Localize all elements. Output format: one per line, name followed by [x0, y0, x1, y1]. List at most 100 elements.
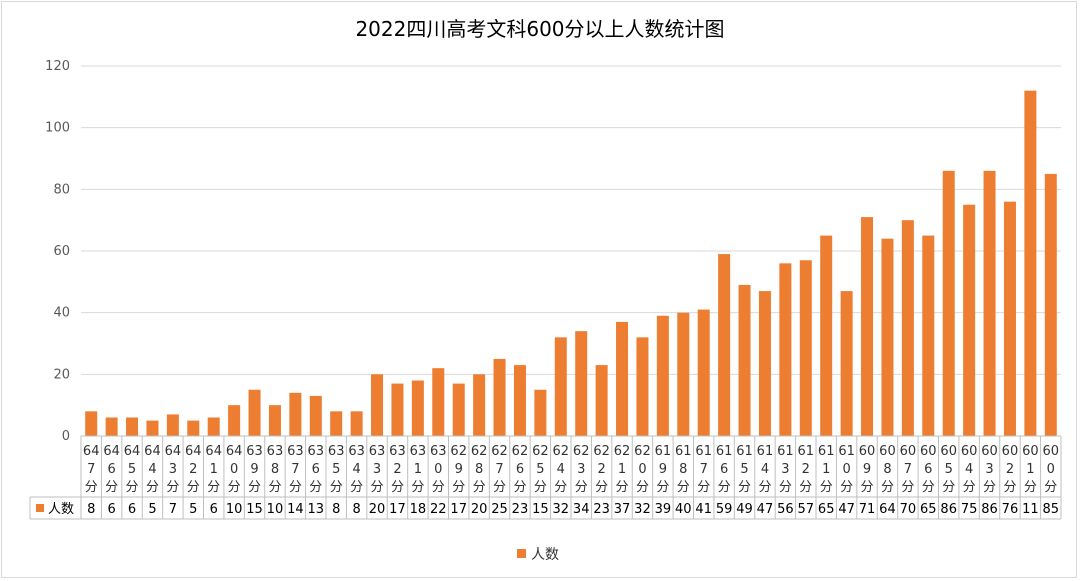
category-label: 62 1 分 — [614, 444, 631, 495]
bar — [350, 411, 363, 436]
bar — [616, 321, 629, 436]
bar — [309, 395, 322, 436]
bar — [166, 414, 179, 436]
table-value: 65 — [818, 502, 835, 517]
bar — [861, 217, 874, 436]
category-label: 60 3 分 — [981, 444, 998, 495]
legend-label: 人数 — [531, 547, 559, 563]
category-label: 61 7 分 — [695, 444, 712, 495]
category-label: 60 2 分 — [1002, 444, 1019, 495]
category-label: 60 4 分 — [961, 444, 978, 495]
bar — [371, 374, 384, 436]
category-label: 62 3 分 — [573, 444, 590, 495]
table-value: 32 — [634, 502, 651, 517]
table-value: 32 — [553, 502, 570, 517]
bar — [840, 291, 853, 436]
bars — [85, 90, 1057, 437]
category-label: 64 6 分 — [103, 444, 120, 495]
bar — [575, 331, 588, 436]
category-label: 61 4 分 — [757, 444, 774, 495]
bar — [636, 337, 649, 436]
table-value: 5 — [148, 502, 156, 517]
table-value: 15 — [532, 502, 549, 517]
bar — [228, 405, 241, 436]
table-value: 7 — [169, 502, 177, 517]
table-value: 49 — [736, 502, 753, 517]
category-label: 63 5 分 — [328, 444, 345, 495]
category-label: 60 5 分 — [940, 444, 957, 495]
category-label: 62 6 分 — [512, 444, 529, 495]
bar — [697, 309, 710, 436]
table-value: 70 — [900, 502, 917, 517]
table-value: 34 — [573, 502, 590, 517]
table-value: 40 — [675, 502, 692, 517]
table-value: 18 — [410, 502, 427, 517]
bar — [820, 235, 833, 436]
table-value: 6 — [107, 502, 115, 517]
table-value: 15 — [246, 502, 263, 517]
bar — [268, 405, 281, 436]
chart-title: 2022四川高考文科600分以上人数统计图 — [355, 17, 724, 41]
table-value: 37 — [614, 502, 631, 517]
category-label: 61 8 分 — [675, 444, 692, 495]
category-label: 61 2 分 — [798, 444, 815, 495]
table-value: 56 — [777, 502, 794, 517]
table-value: 25 — [491, 502, 508, 517]
bar — [187, 420, 200, 436]
category-label: 64 0 分 — [226, 444, 243, 495]
table-value: 64 — [879, 502, 896, 517]
bar — [1003, 201, 1016, 436]
bar — [595, 365, 608, 436]
table-value: 20 — [471, 502, 488, 517]
table-value: 47 — [757, 502, 774, 517]
category-label: 60 1 分 — [1022, 444, 1039, 495]
bar — [799, 260, 812, 436]
y-tick-label: 40 — [53, 306, 70, 321]
bar — [881, 238, 894, 436]
category-label: 64 4 分 — [144, 444, 161, 495]
category-label: 63 3 分 — [369, 444, 386, 495]
category-label: 61 0 分 — [838, 444, 855, 495]
bar — [738, 284, 751, 436]
y-tick-label: 100 — [45, 121, 70, 136]
bar — [248, 389, 261, 436]
category-label: 64 5 分 — [124, 444, 141, 495]
category-label: 63 7 分 — [287, 444, 304, 495]
table-value: 14 — [287, 502, 304, 517]
y-tick-label: 20 — [53, 367, 70, 382]
category-label: 64 1 分 — [205, 444, 222, 495]
category-label: 61 1 分 — [818, 444, 835, 495]
y-axis: 0 20 40 60 80 100 120 — [45, 59, 70, 444]
table-value: 11 — [1022, 502, 1039, 517]
category-label: 62 5 分 — [532, 444, 549, 495]
legend: 人数 — [517, 547, 559, 563]
table-value: 76 — [1002, 502, 1019, 517]
bar — [942, 170, 955, 437]
category-label: 63 1 分 — [410, 444, 427, 495]
bar — [1044, 173, 1057, 436]
table-value: 57 — [798, 502, 815, 517]
category-label: 62 9 分 — [450, 444, 467, 495]
bar — [391, 383, 404, 436]
bar — [452, 383, 465, 436]
bar — [513, 365, 526, 436]
category-label: 62 7 分 — [491, 444, 508, 495]
table-value: 13 — [308, 502, 325, 517]
category-label: 63 0 分 — [430, 444, 447, 495]
category-label: 60 7 分 — [900, 444, 917, 495]
y-tick-label: 120 — [45, 59, 70, 74]
grid-lines — [81, 65, 1061, 437]
category-label: 63 9 分 — [246, 444, 263, 495]
table-value: 23 — [593, 502, 610, 517]
category-label: 60 6 分 — [920, 444, 937, 495]
table-value: 39 — [655, 502, 672, 517]
bar — [330, 411, 343, 436]
y-tick-label: 80 — [53, 182, 70, 197]
table-value: 17 — [389, 502, 406, 517]
table-value: 17 — [450, 502, 467, 517]
bar — [779, 263, 792, 436]
table-value: 86 — [940, 502, 957, 517]
table-value: 5 — [189, 502, 197, 517]
